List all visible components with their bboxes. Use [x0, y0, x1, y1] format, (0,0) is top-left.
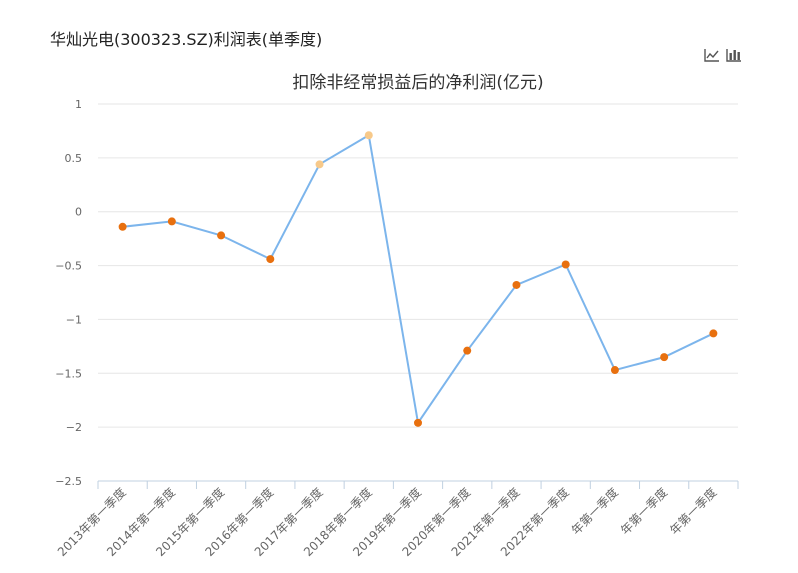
data-point[interactable]	[660, 353, 669, 362]
x-category-label: 年第一季度	[617, 485, 670, 538]
bar-chart-icon[interactable]	[726, 48, 742, 62]
y-tick-label: 0	[75, 206, 82, 219]
y-tick-label: −2.5	[55, 475, 82, 488]
y-tick-label: 1	[75, 98, 82, 111]
y-tick-label: 0.5	[65, 152, 83, 165]
y-tick-label: −2	[66, 421, 82, 434]
data-point[interactable]	[266, 255, 275, 264]
data-point[interactable]	[118, 222, 127, 231]
line-chart-icon[interactable]	[704, 48, 720, 62]
y-tick-label: −0.5	[55, 260, 82, 273]
data-point[interactable]	[561, 260, 570, 269]
data-point[interactable]	[512, 280, 521, 289]
data-point[interactable]	[167, 217, 176, 226]
data-point[interactable]	[709, 329, 718, 338]
chart-toolbar	[704, 48, 742, 62]
chart-title: 扣除非经常损益后的净利润(亿元)	[292, 73, 543, 93]
page-title: 华灿光电(300323.SZ)利润表(单季度)	[50, 30, 323, 49]
x-category-label: 年第一季度	[666, 485, 719, 538]
data-point[interactable]	[315, 160, 324, 169]
data-point[interactable]	[414, 418, 422, 427]
y-tick-label: −1	[66, 313, 82, 326]
data-point[interactable]	[364, 131, 373, 140]
data-point[interactable]	[610, 366, 619, 375]
x-category-label: 年第一季度	[568, 485, 621, 538]
y-tick-label: −1.5	[55, 367, 82, 380]
data-point[interactable]	[217, 231, 226, 240]
data-point[interactable]	[463, 346, 472, 355]
series-line	[122, 133, 714, 426]
